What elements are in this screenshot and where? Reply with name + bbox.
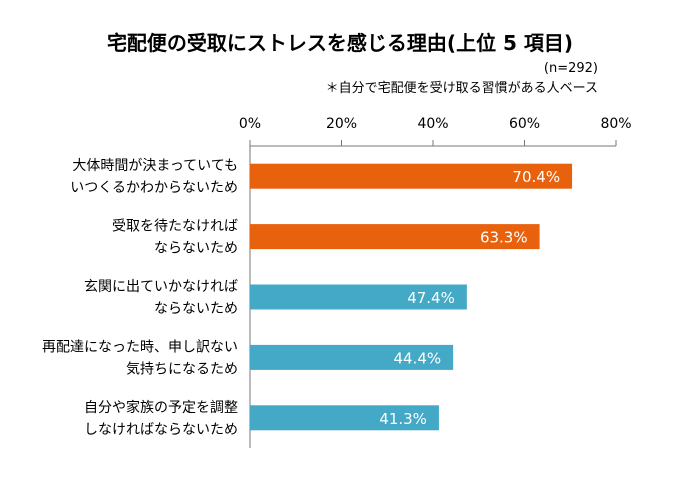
category-label-3-line-0: 再配達になった時、申し訳ない [42,339,238,355]
value-label-4: 41.3% [379,410,427,428]
bar-2 [250,284,467,310]
x-axis-tick-labels: 0% 20% 40% 60% 80% [239,116,632,132]
category-label-4-line-0: 自分や家族の予定を調整 [84,399,238,416]
category-label-3-line-1: 気持ちになるため [126,361,238,377]
category-labels: 大体時間が決まっていてもいつくるかわからないため受取を待たなければならないため玄… [42,158,238,438]
category-label-0-line-1: いつくるかわからないため [70,180,238,196]
bars: 70.4% 63.3% 47.4% 44.4% 41.3% [250,163,573,431]
category-label-0-line-0: 大体時間が決まっていても [72,158,238,174]
value-label-3: 44.4% [393,349,441,367]
chart-base-note: ＊自分で宅配便を受け取る習慣がある人ベース [326,80,598,96]
bar-3 [250,344,454,370]
bar-1 [250,224,540,250]
bar-4 [250,405,439,431]
x-tick-label-0: 0% [239,116,261,132]
value-label-0: 70.4% [512,168,560,186]
chart-title: 宅配便の受取にストレスを感じる理由(上位 5 項目) [107,31,573,55]
category-label-2-line-0: 玄関に出ていかなければ [84,278,238,295]
x-tick-label-4: 80% [600,116,631,132]
bar-0 [250,163,573,189]
chart-sample-size: (n=292) [544,61,598,76]
value-label-1: 63.3% [480,229,528,247]
value-label-2: 47.4% [407,289,455,307]
x-tick-label-2: 40% [417,116,448,132]
category-label-4-line-1: しなければならないため [84,422,238,438]
category-label-2-line-1: ならないため [154,301,238,317]
x-tick-label-1: 20% [326,116,357,132]
x-tick-label-3: 60% [509,116,540,132]
category-label-1-line-0: 受取を待たなければ [112,219,238,235]
category-label-1-line-1: ならないため [154,241,238,257]
